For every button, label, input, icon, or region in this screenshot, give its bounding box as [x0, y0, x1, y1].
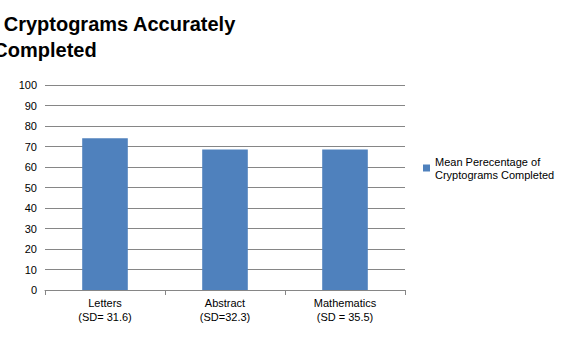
svg-text:Letters: Letters — [88, 297, 122, 309]
svg-text:Abstract: Abstract — [205, 297, 245, 309]
svg-text:70: 70 — [25, 141, 37, 153]
svg-text:40: 40 — [25, 202, 37, 214]
svg-text:Cryptograms Completed: Cryptograms Completed — [435, 169, 554, 181]
svg-text:Perecentage of Cryptograms Acc: Perecentage of Cryptograms Accurately — [0, 13, 236, 35]
svg-text:Completed: Completed — [0, 39, 97, 61]
svg-text:30: 30 — [25, 223, 37, 235]
svg-text:0: 0 — [31, 284, 37, 296]
svg-text:90: 90 — [25, 100, 37, 112]
svg-text:100: 100 — [19, 79, 37, 91]
svg-text:(SD=32.3): (SD=32.3) — [200, 311, 250, 323]
svg-text:(SD= 31.6): (SD= 31.6) — [78, 311, 132, 323]
svg-text:20: 20 — [25, 243, 37, 255]
svg-text:Mean Perecentage of: Mean Perecentage of — [435, 156, 541, 168]
svg-text:80: 80 — [25, 120, 37, 132]
svg-text:60: 60 — [25, 161, 37, 173]
svg-text:50: 50 — [25, 182, 37, 194]
svg-text:(SD = 35.5): (SD = 35.5) — [317, 311, 374, 323]
svg-text:10: 10 — [25, 264, 37, 276]
svg-text:Mathematics: Mathematics — [314, 297, 377, 309]
